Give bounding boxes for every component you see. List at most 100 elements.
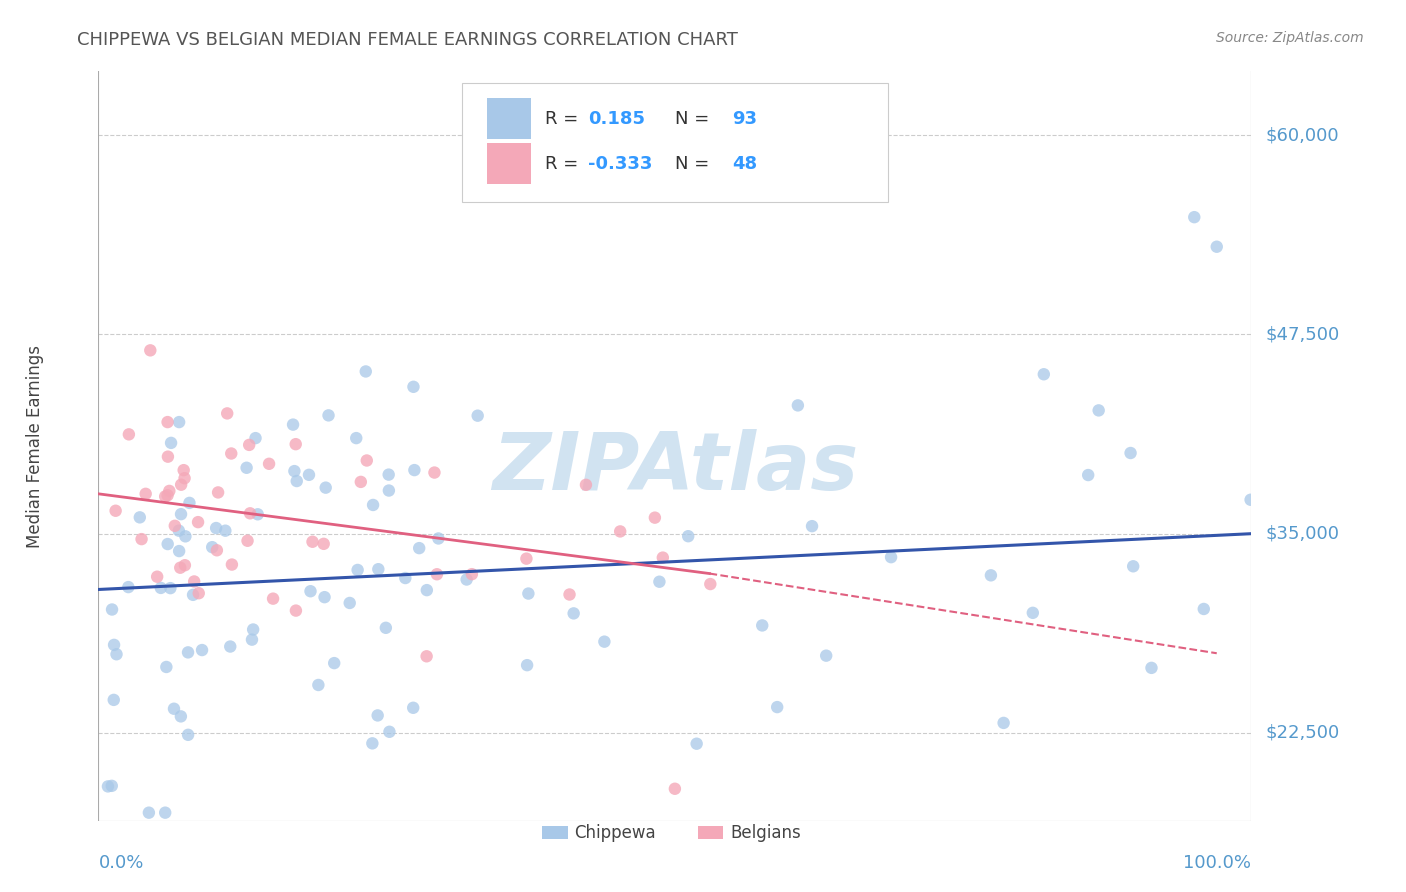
Point xyxy=(1205,240,1227,254)
Point xyxy=(173,463,195,477)
Point xyxy=(100,779,122,793)
Point xyxy=(219,446,242,460)
Point xyxy=(378,483,401,498)
Point xyxy=(593,634,616,648)
Point xyxy=(562,607,585,621)
Point xyxy=(312,537,335,551)
Point xyxy=(155,660,177,674)
Point xyxy=(1087,403,1109,417)
Bar xyxy=(486,98,531,139)
Point xyxy=(427,532,450,546)
Point xyxy=(205,521,228,535)
Point xyxy=(103,638,125,652)
Point xyxy=(575,478,598,492)
Text: $60,000: $60,000 xyxy=(1265,126,1339,145)
Point xyxy=(239,506,262,520)
Text: ZIPAtlas: ZIPAtlas xyxy=(492,429,858,508)
Point xyxy=(103,693,125,707)
Point xyxy=(219,640,242,654)
Point xyxy=(214,524,236,538)
Point xyxy=(159,581,181,595)
Point xyxy=(416,583,439,598)
Point xyxy=(262,591,284,606)
Point xyxy=(344,431,367,445)
Point xyxy=(177,645,200,659)
Text: N =: N = xyxy=(675,110,714,128)
Point xyxy=(157,483,180,498)
Point xyxy=(644,510,666,524)
Point xyxy=(402,380,425,394)
Bar xyxy=(697,826,723,839)
Point xyxy=(1239,492,1261,507)
Point xyxy=(160,436,183,450)
Text: $22,500: $22,500 xyxy=(1265,724,1340,742)
Point xyxy=(426,567,449,582)
Point xyxy=(1182,210,1205,224)
Point xyxy=(423,466,446,480)
Point xyxy=(139,343,162,358)
Point xyxy=(404,463,426,477)
Text: Chippewa: Chippewa xyxy=(575,823,657,842)
Point xyxy=(207,485,229,500)
Point xyxy=(177,728,200,742)
Point xyxy=(174,558,197,573)
Point xyxy=(394,571,416,585)
Point xyxy=(408,541,430,555)
Point xyxy=(156,415,179,429)
Text: 100.0%: 100.0% xyxy=(1184,855,1251,872)
Point xyxy=(138,805,160,820)
FancyBboxPatch shape xyxy=(461,83,889,202)
Point xyxy=(156,537,179,551)
Point xyxy=(298,467,321,482)
Text: 0.185: 0.185 xyxy=(589,110,645,128)
Point xyxy=(880,550,903,565)
Text: Median Female Earnings: Median Female Earnings xyxy=(25,344,44,548)
Point xyxy=(183,574,205,589)
Text: R =: R = xyxy=(544,110,583,128)
Point xyxy=(402,700,425,714)
Point xyxy=(146,570,169,584)
Point xyxy=(323,656,346,670)
Point xyxy=(191,643,214,657)
Point xyxy=(354,364,377,378)
Text: -0.333: -0.333 xyxy=(589,154,652,172)
Point xyxy=(685,737,707,751)
Point xyxy=(153,490,176,504)
Point xyxy=(283,464,305,478)
Point xyxy=(174,529,197,543)
Point xyxy=(163,518,186,533)
Point xyxy=(1122,559,1144,574)
Point xyxy=(281,417,304,432)
Text: 0.0%: 0.0% xyxy=(98,855,143,872)
Point xyxy=(149,581,172,595)
Point xyxy=(242,623,264,637)
Point xyxy=(558,587,581,601)
Point xyxy=(1032,368,1054,382)
Point xyxy=(179,496,201,510)
Point xyxy=(315,481,337,495)
Point xyxy=(238,438,260,452)
Point xyxy=(361,736,384,750)
Point xyxy=(118,427,141,442)
Point xyxy=(1022,606,1045,620)
Point xyxy=(170,477,193,491)
Text: N =: N = xyxy=(675,154,714,172)
Point xyxy=(105,647,128,661)
Point xyxy=(993,715,1015,730)
Point xyxy=(350,475,373,489)
Point xyxy=(461,567,484,582)
Text: R =: R = xyxy=(544,154,583,172)
Point xyxy=(101,602,124,616)
Point xyxy=(367,562,389,576)
Point xyxy=(170,709,193,723)
Point xyxy=(786,398,808,412)
Point xyxy=(648,574,671,589)
Text: 93: 93 xyxy=(733,110,758,128)
Point xyxy=(284,604,307,618)
Point xyxy=(356,453,378,467)
Point xyxy=(314,590,336,604)
Point xyxy=(1192,602,1215,616)
Text: CHIPPEWA VS BELGIAN MEDIAN FEMALE EARNINGS CORRELATION CHART: CHIPPEWA VS BELGIAN MEDIAN FEMALE EARNIN… xyxy=(77,31,738,49)
Bar xyxy=(543,826,568,839)
Point xyxy=(415,649,437,664)
